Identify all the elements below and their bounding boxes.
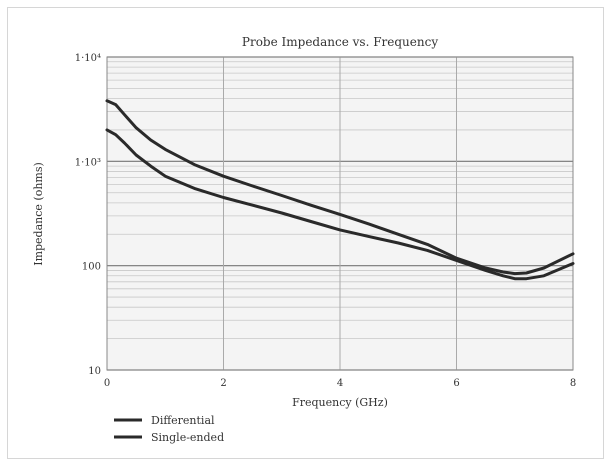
legend: Differential Single-ended — [114, 414, 224, 444]
y-tick-label: 10 — [88, 366, 101, 377]
x-tick-label: 0 — [104, 378, 110, 389]
chart-title: Probe Impedance vs. Frequency — [242, 35, 438, 49]
y-tick-label: 100 — [82, 262, 101, 273]
legend-label: Single-ended — [151, 431, 224, 444]
series-line-single-ended — [105, 128, 575, 281]
series-line-differential — [105, 99, 575, 276]
legend-label: Differential — [151, 414, 215, 427]
x-tick-label: 6 — [453, 378, 459, 389]
x-axis-label: Frequency (GHz) — [292, 396, 388, 409]
x-tick-label: 8 — [570, 378, 576, 389]
x-tick-label: 2 — [220, 378, 226, 389]
plot-area: 10 100 1·10³ 1·10⁴ 0 2 4 6 8 — [75, 53, 576, 389]
y-axis-label: Impedance (ohms) — [32, 162, 45, 266]
x-tick-label: 4 — [337, 378, 343, 389]
y-tick-label: 1·10³ — [75, 157, 101, 168]
y-tick-label: 1·10⁴ — [75, 53, 101, 64]
plot-border — [106, 56, 574, 371]
